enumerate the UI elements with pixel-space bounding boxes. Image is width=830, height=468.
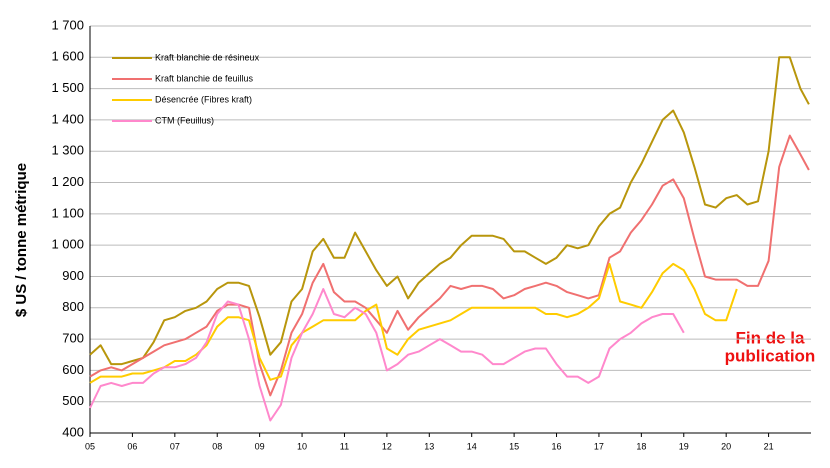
x-tick-label: 19 — [679, 441, 689, 451]
y-tick-label: 400 — [62, 424, 84, 439]
y-tick-label: 500 — [62, 393, 84, 408]
x-tick-label: 17 — [594, 441, 604, 451]
y-tick-label: 1 600 — [51, 49, 84, 64]
x-tick-label: 12 — [382, 441, 392, 451]
y-tick-label: 1 000 — [51, 237, 84, 252]
series-line — [89, 288, 685, 422]
y-tick-label: 1 700 — [51, 17, 84, 32]
annotation: Fin de la — [736, 328, 806, 347]
y-tick-label: 700 — [62, 331, 84, 346]
x-tick-label: 13 — [424, 441, 434, 451]
x-tick-label: 06 — [127, 441, 137, 451]
y-tick-label: 600 — [62, 362, 84, 377]
y-tick-label: 1 400 — [51, 111, 84, 126]
x-tick-label: 08 — [212, 441, 222, 451]
annotation: publication — [725, 346, 816, 365]
x-tick-label: 05 — [85, 441, 95, 451]
y-axis-label: $ US / tonne métrique — [13, 163, 30, 317]
y-tick-label: 1 300 — [51, 143, 84, 158]
x-tick-label: 16 — [552, 441, 562, 451]
x-tick-label: 21 — [764, 441, 774, 451]
legend-label: Kraft blanchie de résineux — [155, 52, 260, 62]
y-tick-label: 1 200 — [51, 174, 84, 189]
series-line — [89, 56, 810, 366]
series-line — [89, 134, 810, 397]
x-tick-label: 10 — [297, 441, 307, 451]
legend-label: Désencrée (Fibres kraft) — [155, 94, 252, 104]
y-tick-label: 900 — [62, 268, 84, 283]
y-tick-label: 800 — [62, 299, 84, 314]
x-tick-label: 07 — [170, 441, 180, 451]
x-tick-label: 18 — [636, 441, 646, 451]
x-tick-label: 15 — [509, 441, 519, 451]
legend-label: Kraft blanchie de feuillus — [155, 73, 254, 83]
x-tick-label: 11 — [340, 441, 349, 451]
x-tick-label: 09 — [255, 441, 265, 451]
legend-label: CTM (Feuillus) — [155, 115, 214, 125]
x-tick-label: 14 — [467, 441, 477, 451]
y-tick-label: 1 100 — [51, 205, 84, 220]
x-tick-label: 20 — [721, 441, 731, 451]
y-tick-label: 1 500 — [51, 80, 84, 95]
series-line — [89, 262, 738, 384]
